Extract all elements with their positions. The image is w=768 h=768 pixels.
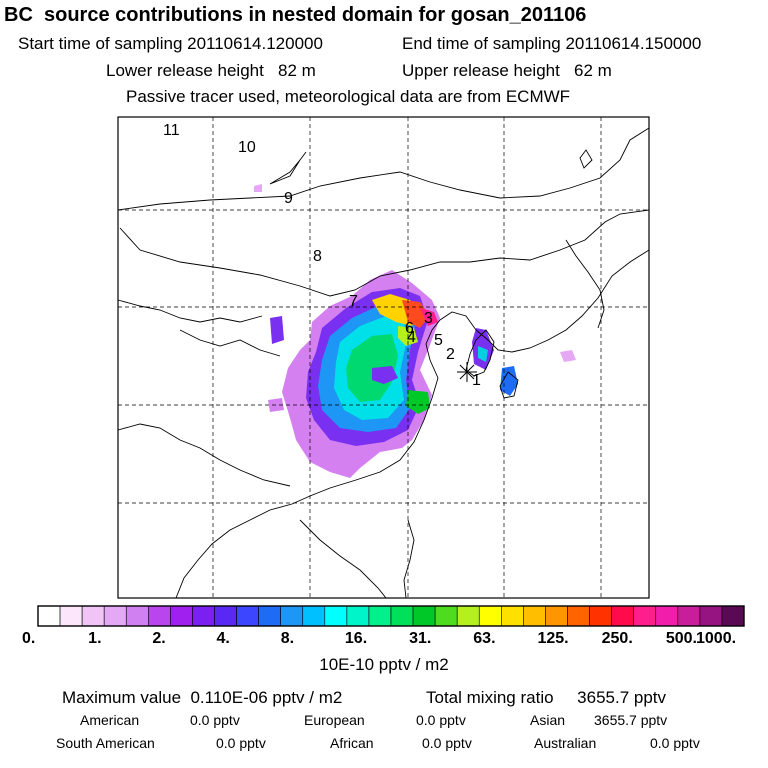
african-label: African	[330, 735, 374, 751]
colorbar-tick-label: 1000.	[696, 630, 736, 647]
colorbar-cell	[478, 605, 502, 627]
colorbar-tick-label: 125.	[537, 630, 568, 647]
colorbar-cell	[545, 605, 568, 627]
colorbar-cell	[434, 605, 458, 627]
coastlines	[117, 127, 650, 599]
australian-value: 0.0 pptv	[650, 735, 700, 751]
station-marker	[457, 362, 477, 382]
colorbar-cell	[214, 605, 237, 627]
colorbar-cell	[721, 605, 745, 627]
colorbar-cell	[346, 605, 370, 627]
marker-label: 3	[424, 310, 433, 327]
max-value-label: Maximum value 0.110E-06 pptv / m2	[62, 688, 343, 707]
marker-label: 6	[405, 320, 414, 337]
colorbar-cell	[148, 605, 171, 627]
australian-label: Australian	[534, 735, 597, 751]
colorbar-tick-label: 16.	[345, 630, 367, 647]
lower-release-label: Lower release height 82 m	[106, 61, 316, 80]
colorbar-tick-label: 2.	[152, 630, 165, 647]
start-time-label: Start time of sampling 20110614.120000	[18, 34, 323, 53]
colorbar-cell	[59, 605, 83, 627]
upper-release-label: Upper release height 62 m	[402, 61, 612, 80]
colorbar-tick-label: 4.	[217, 630, 230, 647]
marker-label: 5	[434, 332, 443, 349]
marker-label: 9	[284, 190, 293, 207]
colorbar-cell	[699, 605, 723, 627]
end-time-label: End time of sampling 20110614.150000	[402, 34, 702, 53]
colorbar-cell	[412, 605, 436, 627]
colorbar-tick-label: 8.	[281, 630, 294, 647]
colorbar-outline	[37, 605, 745, 627]
colorbar-tick-label: 250.	[602, 630, 633, 647]
colorbar-cell	[103, 605, 127, 627]
colorbar-cell	[567, 605, 590, 627]
colorbar-cell	[390, 605, 414, 627]
lat-lon-grid	[118, 117, 649, 598]
european-value: 0.0 pptv	[416, 712, 466, 728]
colorbar-cell	[456, 605, 480, 627]
colorbar-cell	[125, 605, 149, 627]
marker-label: 8	[313, 248, 322, 265]
colorbar-cell	[258, 605, 281, 627]
colorbar-tick-label: 500.	[666, 630, 697, 647]
colorbar-cell	[236, 605, 259, 627]
colorbar-cell	[324, 605, 348, 627]
colorbar-cell	[81, 605, 105, 627]
colorbar-ticks: 0. 1. 2. 4. 8. 16. 31. 63. 125. 250. 500. 1000.	[22, 630, 736, 647]
colorbar-cell	[589, 605, 612, 627]
asian-value: 3655.7 pptv	[594, 712, 668, 728]
colorbar-cells	[37, 605, 745, 627]
marker-label: 10	[238, 139, 256, 156]
asian-label: Asian	[530, 712, 566, 728]
marker-label: 1	[472, 372, 481, 389]
colorbar-units: 10E-10 pptv / m2	[319, 655, 449, 674]
colorbar-cell	[170, 605, 193, 627]
marker-label: 2	[446, 346, 455, 363]
south-american-label: South American	[56, 735, 155, 751]
colorbar-tick-label: 31.	[409, 630, 431, 647]
colorbar-cell	[368, 605, 392, 627]
trajectory-markers: 11 10 9 8 7 6 5 4 3 2 1	[163, 122, 481, 389]
colorbar-tick-label: 1.	[88, 630, 101, 647]
colorbar-cell	[302, 605, 326, 627]
tracer-note: Passive tracer used, meteorological data…	[126, 87, 571, 106]
plot-title: BC source contributions in nested domain…	[4, 4, 587, 26]
american-value: 0.0 pptv	[190, 712, 240, 728]
colorbar-cell	[280, 605, 304, 627]
colorbar-cell	[677, 605, 701, 627]
colorbar-tick-label: 63.	[473, 630, 495, 647]
colorbar-cell	[192, 605, 215, 627]
south-american-value: 0.0 pptv	[216, 735, 266, 751]
colorbar-cell	[501, 605, 524, 627]
colorbar-cell	[523, 605, 546, 627]
colorbar-cell	[37, 605, 61, 627]
colorbar-cell	[633, 605, 657, 627]
european-label: European	[304, 712, 365, 728]
american-label: American	[80, 712, 140, 728]
marker-label: 11	[163, 122, 180, 139]
total-mixing-label: Total mixing ratio 3655.7 pptv	[426, 688, 667, 707]
marker-label: 4	[407, 329, 416, 346]
marker-label: 7	[349, 293, 358, 310]
african-value: 0.0 pptv	[422, 735, 472, 751]
colorbar-cell	[611, 605, 634, 627]
colorbar-tick-label: 0.	[22, 630, 35, 647]
colorbar-cell	[655, 605, 679, 627]
